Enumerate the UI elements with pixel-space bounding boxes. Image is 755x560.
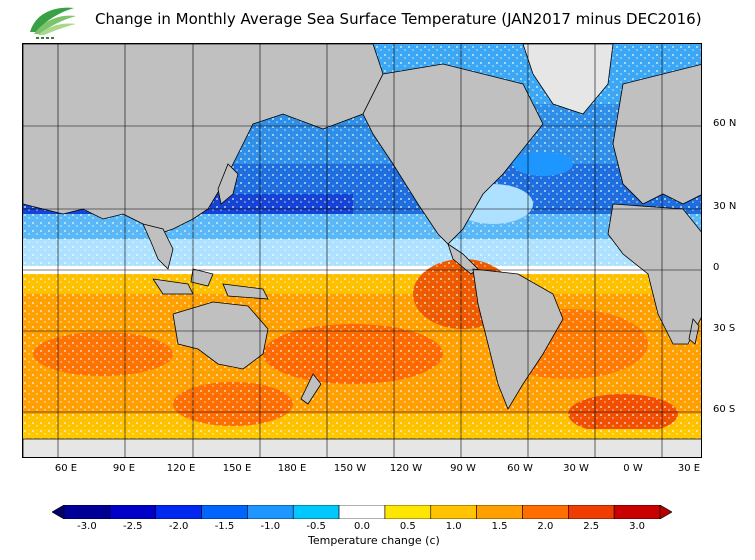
lon-label-60w: 60 W (507, 463, 533, 474)
colorbar-high-arrow (659, 505, 672, 519)
lon-label-120w: 120 W (389, 463, 423, 474)
lat-label-60n: 60 N (713, 118, 737, 129)
colorbar-tick-label: -3.0 (77, 521, 97, 532)
colorbar-tick-label: -1.0 (260, 521, 281, 532)
temperature-colorbar (52, 505, 672, 519)
colorbar-tick-label: 1.5 (491, 521, 508, 532)
colorbar-segment (155, 505, 202, 519)
colorbar-tick-label: -2.0 (168, 521, 189, 532)
colorbar-tick-label: -1.5 (214, 521, 235, 532)
colorbar-segment (476, 505, 523, 519)
colorbar-segment (247, 505, 294, 519)
colorbar-tick-label: 0.0 (354, 521, 370, 532)
colorbar-tick-label: 3.0 (629, 521, 646, 532)
lon-label-90w: 90 W (450, 463, 476, 474)
colorbar-segment (613, 505, 661, 519)
ocean-anomaly-field (23, 44, 701, 457)
colorbar-title: Temperature change (c) (308, 534, 440, 547)
lon-label-30e: 30 E (677, 463, 701, 474)
lat-label-60s: 60 S (713, 404, 736, 415)
colorbar-tick-label: 2.0 (537, 521, 554, 532)
colorbar-tick-label: 2.5 (583, 521, 600, 532)
colorbar-tick-label: -0.5 (306, 521, 326, 532)
land-masses (23, 44, 701, 457)
colorbar-segment (63, 505, 111, 519)
colorbar-tick-label: 0.5 (399, 521, 416, 532)
lon-label-150w: 150 W (333, 463, 367, 474)
colorbar-tick-label: 1.0 (445, 521, 462, 532)
colorbar-segment (201, 505, 248, 519)
lon-label-30w: 30 W (563, 463, 589, 474)
colorbar-tick-label: -2.5 (123, 521, 143, 532)
colorbar-segment (109, 505, 156, 519)
sst-anomaly-map (22, 43, 702, 458)
lat-label-30s: 30 S (713, 323, 736, 334)
observatory-logo (30, 7, 76, 39)
map-title: Change in Monthly Average Sea Surface Te… (95, 10, 702, 28)
colorbar-segment (338, 505, 386, 519)
lon-label-0w: 0 W (623, 463, 643, 474)
lon-label-90e: 90 E (112, 463, 136, 474)
colorbar-segment (568, 505, 615, 519)
colorbar-segment (430, 505, 477, 519)
colorbar-segment (522, 505, 569, 519)
lon-label-180e: 180 E (277, 463, 307, 474)
colorbar-segment (292, 505, 340, 519)
colorbar-segment (384, 505, 432, 519)
colorbar-low-arrow (52, 505, 65, 519)
lon-label-150e: 150 E (222, 463, 252, 474)
lat-label-0: 0 (713, 262, 720, 273)
graticule (23, 44, 701, 457)
lat-label-30n: 30 N (713, 201, 737, 212)
lon-label-120e: 120 E (166, 463, 196, 474)
lon-label-60e: 60 E (54, 463, 78, 474)
